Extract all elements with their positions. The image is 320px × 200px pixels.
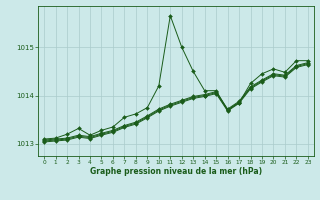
X-axis label: Graphe pression niveau de la mer (hPa): Graphe pression niveau de la mer (hPa) [90, 167, 262, 176]
